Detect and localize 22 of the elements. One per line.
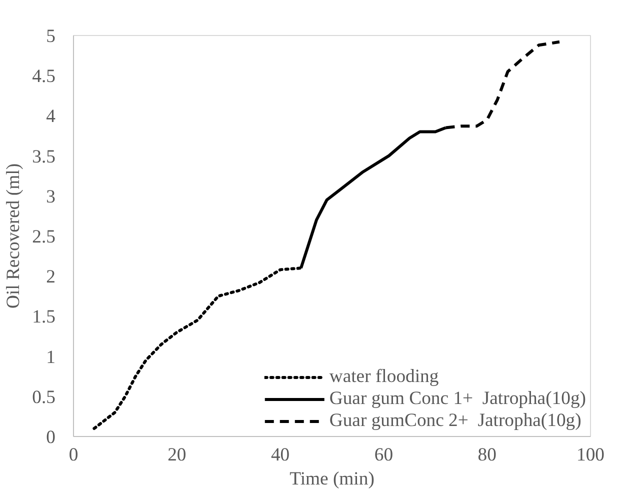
x-tick-label: 20 xyxy=(168,444,186,466)
legend-label: water flooding xyxy=(329,366,439,388)
y-tick-label: 3.5 xyxy=(32,146,56,168)
y-axis-title: Oil Recovered (ml) xyxy=(3,163,24,309)
legend-label: Guar gum Conc 1+ Jatropha(10g) xyxy=(329,388,586,410)
x-axis-title: Time (min) xyxy=(290,468,374,490)
x-tick-label: 0 xyxy=(68,444,78,466)
y-tick-label: 5 xyxy=(46,26,56,47)
legend-label: Guar gumConc 2+ Jatropha(10g) xyxy=(329,410,582,432)
y-tick-label: 2.5 xyxy=(32,226,56,248)
y-tick-label: 3 xyxy=(46,186,56,208)
x-tick-label: 40 xyxy=(270,444,290,466)
x-tick-label: 60 xyxy=(374,444,394,466)
y-tick-label: 0.5 xyxy=(32,386,56,408)
y-tick-label: 2 xyxy=(46,266,56,288)
x-tick-label: 100 xyxy=(576,444,604,466)
y-tick-label: 4.5 xyxy=(32,66,56,88)
y-tick-label: 4 xyxy=(46,106,56,128)
y-tick-label: 1 xyxy=(46,346,56,368)
y-tick-label: 0 xyxy=(46,427,56,448)
y-tick-label: 1.5 xyxy=(32,306,56,328)
x-tick-label: 80 xyxy=(478,444,496,466)
